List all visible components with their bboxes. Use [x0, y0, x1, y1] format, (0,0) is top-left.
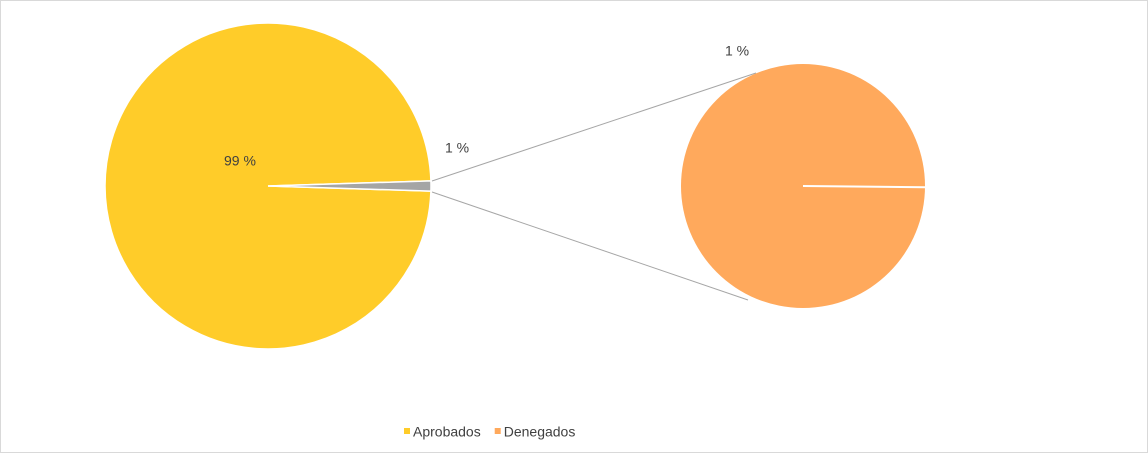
slice-border	[802, 185, 926, 189]
legend-swatch	[494, 428, 501, 434]
pie-slice	[267, 180, 432, 192]
pie-slice	[104, 22, 432, 350]
data-label: 1 %	[725, 43, 749, 59]
data-label: 99 %	[224, 153, 256, 169]
legend-swatch	[404, 428, 410, 434]
connector	[431, 191, 749, 301]
legend-label: Denegados	[504, 424, 576, 440]
legend-label: Aprobados	[413, 424, 481, 440]
connector	[431, 72, 757, 182]
data-label: 1 %	[445, 140, 469, 156]
